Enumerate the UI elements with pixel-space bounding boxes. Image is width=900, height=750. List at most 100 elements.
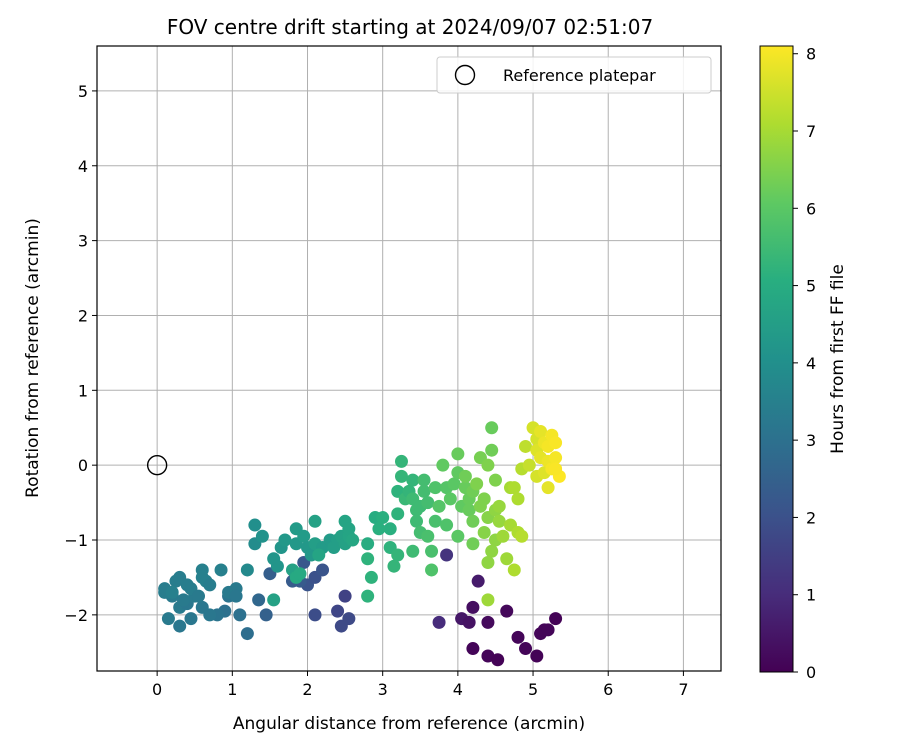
grid [97, 46, 721, 671]
data-point [466, 600, 480, 614]
data-point [443, 492, 457, 506]
data-point [252, 593, 266, 607]
x-tick-label: 5 [528, 680, 538, 699]
x-tick-label: 3 [378, 680, 388, 699]
data-point [410, 514, 424, 528]
data-point [421, 496, 435, 510]
x-axis-ticks: 0 1 2 3 4 5 6 7 [152, 671, 689, 699]
data-point [500, 604, 514, 618]
data-point [432, 615, 446, 629]
data-point [436, 458, 450, 472]
data-point [519, 439, 533, 453]
data-point [492, 499, 506, 513]
colorbar-tick-label: 6 [806, 199, 816, 218]
y-tick-label: 5 [78, 82, 88, 101]
data-points [158, 421, 566, 667]
y-axis-ticks: −2 −1 0 1 2 3 4 5 [64, 82, 97, 625]
data-point [259, 608, 273, 622]
data-point [176, 593, 190, 607]
legend: Reference platepar [436, 56, 712, 94]
data-point [361, 589, 375, 603]
y-tick-label: 4 [78, 157, 88, 176]
data-point [308, 514, 322, 528]
y-tick-label: −1 [64, 531, 88, 550]
x-tick-label: 0 [152, 680, 162, 699]
data-point [372, 522, 386, 536]
data-point [432, 499, 446, 513]
colorbar-tick-label: 7 [806, 122, 816, 141]
colorbar-label: Hours from first FF file [828, 264, 848, 454]
data-point [421, 529, 435, 543]
reference-marker-group [146, 454, 168, 476]
data-point [173, 619, 187, 633]
data-point [549, 462, 563, 476]
legend-marker [454, 64, 476, 86]
data-point [338, 589, 352, 603]
data-point [458, 469, 472, 483]
data-point [406, 473, 420, 487]
data-point [376, 511, 390, 525]
data-point [255, 529, 269, 543]
data-point [417, 473, 431, 487]
data-point [541, 481, 555, 495]
colorbar-gradient [759, 45, 794, 673]
data-point [507, 563, 521, 577]
colorbar-tick-label: 8 [806, 45, 816, 64]
data-point [466, 537, 480, 551]
data-point [549, 612, 563, 626]
data-point [451, 529, 465, 543]
data-point [203, 578, 217, 592]
data-point [462, 503, 476, 517]
data-point [519, 642, 533, 656]
data-point [462, 615, 476, 629]
data-point [549, 436, 563, 450]
plot-frame [96, 45, 722, 672]
data-point [229, 589, 243, 603]
data-point [316, 563, 330, 577]
data-point [394, 469, 408, 483]
data-point [417, 484, 431, 498]
x-tick-label: 6 [603, 680, 613, 699]
data-point [496, 529, 510, 543]
y-tick-label: 3 [78, 232, 88, 251]
y-tick-label: −2 [64, 606, 88, 625]
data-point [195, 600, 209, 614]
colorbar: 0 1 2 3 4 5 6 7 8 Hours from first FF file [759, 45, 848, 682]
data-point [549, 451, 563, 465]
data-point [481, 593, 495, 607]
data-point [530, 649, 544, 663]
colorbar-ticks: 0 1 2 3 4 5 6 7 8 [793, 45, 816, 682]
data-point [312, 548, 326, 562]
data-point [440, 548, 454, 562]
data-point [214, 563, 228, 577]
data-point [425, 544, 439, 558]
data-point [342, 522, 356, 536]
data-point [485, 421, 499, 435]
data-point [364, 570, 378, 584]
data-point [184, 612, 198, 626]
data-point [481, 458, 495, 472]
data-point [270, 559, 284, 573]
data-point [515, 529, 529, 543]
data-point [492, 514, 506, 528]
data-point [481, 555, 495, 569]
data-point [297, 529, 311, 543]
colorbar-tick-label: 5 [806, 277, 816, 296]
data-point [308, 608, 322, 622]
data-point [485, 443, 499, 457]
data-point [346, 533, 360, 547]
legend-label: Reference platepar [503, 66, 656, 85]
data-point [477, 526, 491, 540]
data-point [466, 642, 480, 656]
data-point [233, 608, 247, 622]
data-point [447, 477, 461, 491]
data-point [165, 585, 179, 599]
data-point [425, 563, 439, 577]
data-point [391, 548, 405, 562]
data-point [481, 615, 495, 629]
data-point [541, 623, 555, 637]
data-point [331, 604, 345, 618]
data-point [267, 593, 281, 607]
data-point [240, 563, 254, 577]
